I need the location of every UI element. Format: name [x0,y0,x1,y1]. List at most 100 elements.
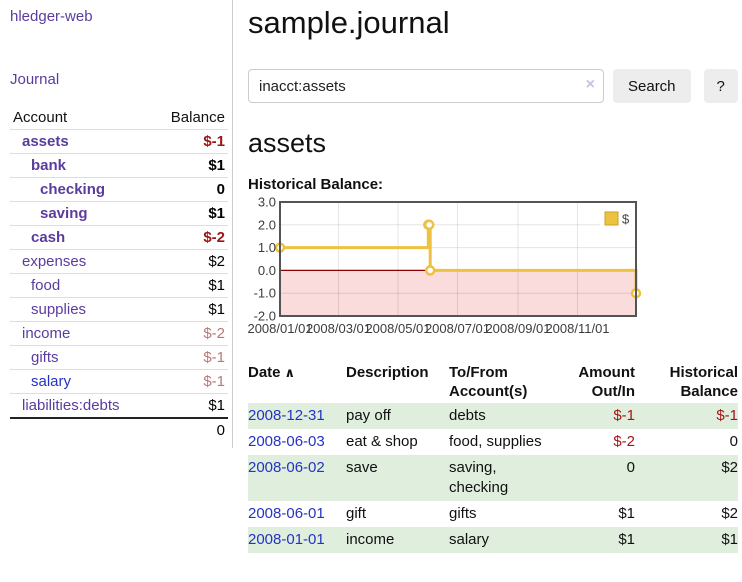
journal-link[interactable]: Journal [10,71,60,88]
account-row: gifts $-1 [10,345,228,370]
account-link-expenses[interactable]: expenses [22,253,87,270]
account-name-cell: saving [10,201,151,226]
transaction-row: 2008-01-01 income salary $1 $1 [248,527,738,553]
account-name-cell: cash [10,225,151,250]
data-point-marker [423,219,435,231]
account-link-cash[interactable]: cash [31,229,66,246]
account-balance: $-1 [150,345,228,370]
transaction-accounts: saving, checking [449,459,509,496]
account-row: liabilities:debts $1 [10,393,228,418]
x-tick-label: 2008/07/01 [425,321,490,336]
main-content: sample.journal × Search ? assets Histori… [247,0,738,553]
accounts-header-row: Account Balance [10,106,228,130]
register-table: Date ∧ Description To/From Account(s) Amo… [248,361,738,553]
x-tick-label: 2008/01/01 [247,321,312,336]
negative-region [281,270,635,315]
transaction-row: 2008-06-01 gift gifts $1 $2 [248,501,738,527]
app-title-link[interactable]: hledger-web [10,8,93,25]
date-header-label: Date [248,364,281,381]
search-button[interactable]: Search [613,69,691,103]
account-link-liabilities-debts[interactable]: liabilities:debts [22,397,120,414]
account-row: saving $1 [10,201,228,226]
account-row: income $-2 [10,321,228,346]
account-link-gifts[interactable]: gifts [31,349,59,366]
account-link-saving[interactable]: saving [40,205,88,222]
account-balance: $1 [150,153,228,178]
account-link-bank[interactable]: bank [31,157,67,174]
y-tick-label: 2.0 [258,217,276,232]
transaction-row: 2008-06-02 save saving, checking 0 $2 [248,455,738,501]
account-name-cell: income [10,321,151,346]
transaction-row: 2008-06-03 eat & shop food, supplies $-2 0 [248,429,738,455]
y-tick-label: 1.0 [258,240,276,255]
transaction-date-link[interactable]: 2008-06-01 [248,505,325,522]
page-title: sample.journal [248,5,450,40]
transaction-description: gift [346,505,367,522]
transaction-date-link[interactable]: 2008-06-03 [248,433,325,450]
x-tick-label: 2008/11/01 [545,321,609,336]
account-row: bank $1 [10,153,228,178]
historical-balance-chart[interactable]: $3.0 2.0 1.0 0.0 -1.0 -2.0 2008/01/01 2008/03/0… [247,195,738,340]
account-balance: $-2 [150,321,228,346]
transaction-amount: $-2 [613,433,635,450]
transaction-balance: 0 [729,433,738,450]
account-balance: $1 [150,297,228,322]
help-button[interactable]: ? [703,69,738,103]
account-link-income[interactable]: income [22,325,71,342]
account-name-cell: supplies [10,297,151,322]
transaction-amount: $1 [618,505,635,522]
sort-ascending-icon: ∧ [284,365,296,380]
clear-search-icon[interactable]: × [585,76,595,93]
date-column-header[interactable]: Date ∧ [248,361,346,403]
legend: $ [600,208,640,229]
search-input[interactable] [248,69,604,103]
account-name-cell: expenses [10,249,151,274]
chart-title: Historical Balance: [248,176,384,193]
account-row: checking 0 [10,177,228,202]
transaction-accounts: gifts [449,505,477,522]
total-balance: 0 [150,417,228,442]
account-link-salary[interactable]: salary [31,373,72,390]
search-input-wrap: × [248,69,604,103]
account-balance: 0 [150,177,228,202]
transaction-date-cell: 2008-12-31 [248,403,346,429]
y-tick-label: -2.0 [254,309,276,324]
x-tick-label: 2008/05/01 [365,321,430,336]
transaction-row: 2008-12-31 pay off debts $-1 $-1 [248,403,738,429]
account-row: salary $-1 [10,369,228,394]
account-link-assets[interactable]: assets [22,133,69,150]
legend-label: $ [622,212,630,227]
account-balance: $-1 [150,129,228,154]
account-name-cell: food [10,273,151,298]
accounts-table: Account Balance assets $-1 bank $1 checking 0… [10,106,228,442]
account-balance: $-1 [150,369,228,394]
account-link-checking[interactable]: checking [40,181,106,198]
transaction-accounts: salary [449,531,490,548]
transaction-date-cell: 2008-06-01 [248,501,346,527]
account-column-header-register: To/From Account(s) [449,364,528,400]
transaction-date-cell: 2008-06-02 [248,455,346,501]
search-form: × Search ? [248,69,738,103]
account-name-cell: assets [10,129,151,154]
account-row: expenses $2 [10,249,228,274]
account-link-supplies[interactable]: supplies [31,301,87,318]
sidebar: hledger-web Journal Account Balance asse… [0,0,233,448]
transaction-date-cell: 2008-06-03 [248,429,346,455]
transaction-balance: $2 [721,459,738,476]
account-balance: $2 [150,249,228,274]
account-balance: $1 [150,273,228,298]
account-link-food[interactable]: food [31,277,61,294]
transaction-description: save [346,459,378,476]
transaction-date-cell: 2008-01-01 [248,527,346,553]
account-name-cell: bank [10,153,151,178]
account-column-header: Account [13,109,68,126]
transaction-date-link[interactable]: 2008-12-31 [248,407,325,424]
transaction-date-link[interactable]: 2008-06-02 [248,459,325,476]
account-heading: assets [248,128,327,158]
total-spacer [10,417,151,442]
amount-column-header: Amount Out/In [578,364,635,400]
register-header-row: Date ∧ Description To/From Account(s) Amo… [248,361,738,403]
transaction-date-link[interactable]: 2008-01-01 [248,531,325,548]
balance-column-header-register: Historical Balance [669,364,738,400]
transaction-description: eat & shop [346,433,418,450]
